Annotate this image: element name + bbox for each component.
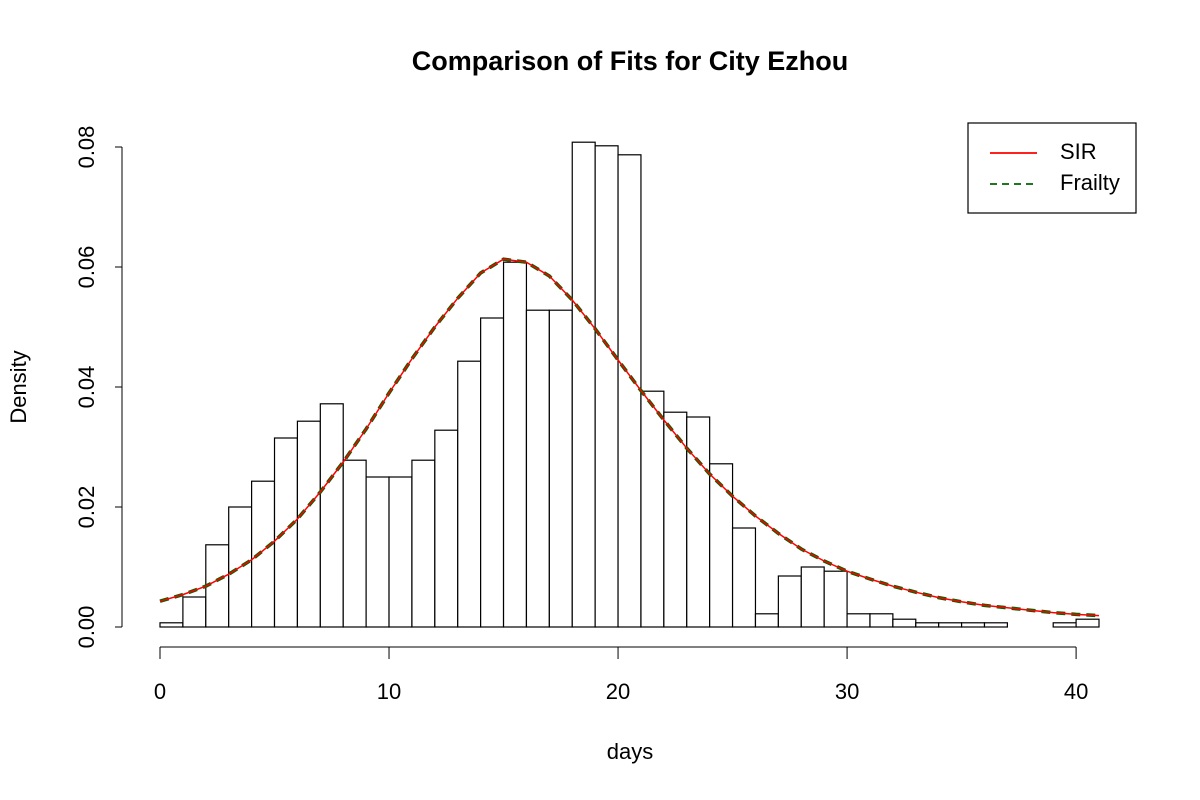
y-tick-label: 0.08 (74, 126, 99, 169)
legend-label: Frailty (1060, 170, 1120, 195)
histogram-bar (457, 360, 482, 628)
y-tick-label: 0.00 (74, 606, 99, 649)
histogram-bar (1052, 622, 1077, 628)
histogram-bar (411, 459, 436, 628)
histogram-bar (388, 476, 413, 628)
x-tick-label: 40 (1064, 679, 1088, 704)
x-tick-label: 10 (377, 679, 401, 704)
histogram-bar (869, 613, 894, 628)
chart-title: Comparison of Fits for City Ezhou (412, 46, 849, 76)
histogram-bar (159, 622, 184, 628)
x-tick-label: 0 (154, 679, 166, 704)
histogram-bar (938, 622, 963, 628)
histogram-bar (571, 141, 596, 628)
histogram-bar (823, 570, 848, 628)
histogram-bar (709, 463, 734, 628)
histogram-bar (1075, 618, 1100, 628)
histogram-bar (273, 437, 299, 628)
x-tick-label: 20 (606, 679, 630, 704)
histogram-bar (800, 566, 825, 628)
histogram-bar (617, 154, 642, 628)
histogram-bar (892, 618, 917, 628)
histogram-bar (342, 459, 367, 628)
histogram-bar (960, 622, 986, 628)
histogram-bar (296, 420, 321, 628)
histogram-bar (182, 596, 207, 628)
histogram-bar (915, 622, 940, 628)
histogram-bar (754, 613, 779, 628)
histogram-bar (434, 429, 459, 628)
y-tick-label: 0.04 (74, 366, 99, 409)
y-axis-label: Density (6, 350, 31, 423)
histogram-bar (548, 309, 573, 628)
histogram-bar (640, 390, 665, 628)
histogram-bar (983, 622, 1008, 628)
y-tick-label: 0.06 (74, 246, 99, 289)
x-tick-label: 30 (835, 679, 859, 704)
histogram-bar (480, 317, 505, 628)
histogram-bar (594, 145, 619, 628)
y-tick-label: 0.02 (74, 486, 99, 529)
x-axis-label: days (607, 739, 653, 764)
histogram-bar (731, 527, 757, 628)
legend-label: SIR (1060, 139, 1097, 164)
histogram-bar (502, 261, 528, 628)
histogram-bar (319, 403, 344, 628)
histogram-bar (846, 613, 871, 628)
legend-box (967, 122, 1137, 214)
histogram-bar (777, 575, 802, 628)
histogram-bar (686, 416, 711, 628)
histogram-bar (365, 476, 390, 628)
histogram-bar (525, 309, 550, 628)
histogram-bar (251, 480, 276, 628)
density-line (159, 258, 1100, 617)
